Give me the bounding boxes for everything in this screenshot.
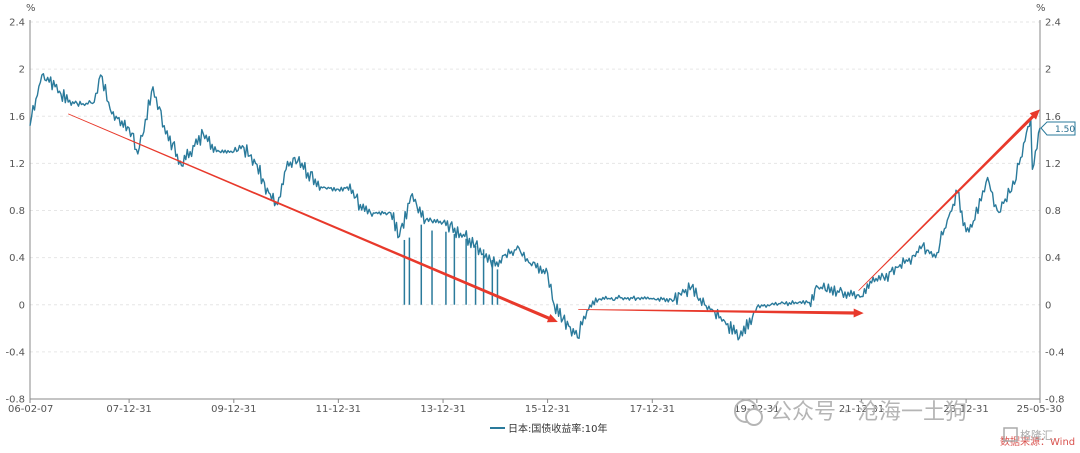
x-tick-label: 11-12-31	[316, 404, 361, 415]
spike-lines	[403, 224, 499, 305]
y-tick-label-right: 0	[1045, 300, 1051, 311]
right-y-ticks: 2.4 2 1.6 1.2 0.8 0.4 0 -0.4 -0.8	[1045, 18, 1065, 406]
logo-icon	[1003, 427, 1018, 442]
y-tick-label-left: 1.2	[9, 159, 25, 170]
last-value-badge-box	[1040, 121, 1076, 136]
trend-arrow-body	[68, 113, 552, 321]
x-tick-label: 15-12-31	[525, 404, 570, 415]
logo-text: 格隆汇	[1020, 428, 1053, 442]
trend-arrow-head	[853, 308, 864, 318]
y-tick-label-left: 2	[19, 65, 25, 76]
series-line	[29, 73, 1041, 341]
y-tick-label-right: 1.6	[1045, 112, 1061, 123]
y-tick-label-left: 1.6	[9, 112, 25, 123]
y-tick-label-right: -0.4	[1045, 347, 1065, 358]
legend-label: 日本:国债收益率:10年	[508, 422, 607, 435]
y-tick-label-left: 2.4	[9, 18, 25, 29]
right-axis-unit: %	[1036, 3, 1046, 14]
y-tick-label-left: 0	[19, 300, 25, 311]
y-tick-label-left: -0.8	[5, 395, 25, 406]
y-tick-label-right: 0.8	[1045, 206, 1061, 217]
left-axis-unit: %	[26, 3, 36, 14]
x-tick-label: 09-12-31	[211, 404, 256, 415]
data-source: 数据来源：Wind	[1000, 435, 1075, 448]
x-tick-label: 17-12-31	[630, 404, 675, 415]
y-tick-label-right: 1.2	[1045, 159, 1061, 170]
x-tick-label: 23-12-31	[943, 404, 988, 415]
watermark: 公众号 · 沧海一土狗	[734, 399, 967, 426]
series-layer	[29, 73, 1041, 341]
gridlines	[30, 21, 1040, 400]
x-tick-label: 07-12-31	[106, 404, 151, 415]
y-tick-label-left: 0.4	[9, 253, 25, 264]
y-tick-label-left: -0.4	[5, 347, 25, 358]
x-tick-label: 21-12-31	[839, 404, 884, 415]
trend-arrow-body	[858, 113, 1036, 291]
last-value-label: 1.50	[1055, 125, 1075, 135]
y-tick-label-left: 0.8	[9, 206, 25, 217]
y-tick-label-right: 0.4	[1045, 253, 1061, 264]
watermark-text: 公众号 · 沧海一土狗	[770, 400, 967, 425]
y-tick-label-right: -0.8	[1045, 395, 1065, 406]
logo: 格隆汇	[1003, 427, 1053, 442]
y-tick-label-right: 2	[1045, 65, 1051, 76]
trend-arrow-head	[1029, 109, 1040, 120]
trend-arrow-body	[578, 309, 856, 315]
y-tick-label-right: 2.4	[1045, 18, 1061, 29]
x-tick-label: 06-02-07	[8, 404, 53, 415]
legend: 日本:国债收益率:10年	[490, 422, 607, 435]
wechat-icon-bubble	[745, 408, 763, 426]
left-y-ticks: 2.4 2 1.6 1.2 0.8 0.4 0 -0.4 -0.8	[5, 18, 25, 406]
x-tick-label: 25-05-30	[1017, 404, 1062, 415]
trend-arrows	[68, 109, 1040, 323]
trend-arrow-head	[546, 313, 558, 323]
x-tick-label: 13-12-31	[420, 404, 465, 415]
axes	[29, 20, 1041, 400]
last-value-badge: 1.50	[1040, 121, 1076, 136]
